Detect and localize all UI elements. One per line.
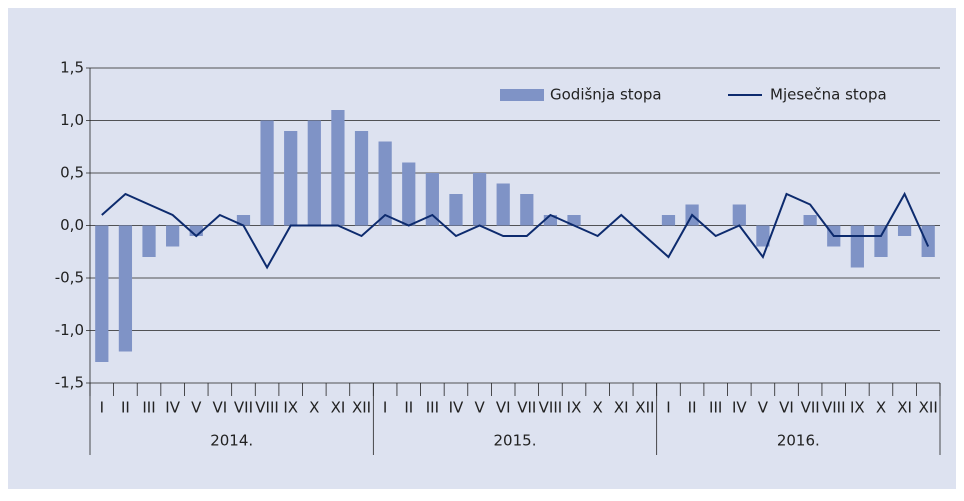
bar xyxy=(142,225,156,257)
x-tick-label: V xyxy=(191,399,202,417)
x-tick-label: IX xyxy=(283,399,298,417)
x-tick-label: X xyxy=(592,399,602,417)
x-tick-label: XII xyxy=(919,399,938,417)
x-tick-label: II xyxy=(121,399,130,417)
x-tick-label: X xyxy=(876,399,886,417)
bar xyxy=(284,131,298,226)
x-tick-label: III xyxy=(142,399,155,417)
x-tick-label: V xyxy=(474,399,485,417)
x-tick-label: I xyxy=(100,399,104,417)
bar xyxy=(897,225,912,236)
bar xyxy=(803,215,817,226)
bar xyxy=(661,215,676,226)
bar xyxy=(732,204,746,226)
legend-swatch xyxy=(500,89,544,101)
x-tick-label: XII xyxy=(635,399,654,417)
x-tick-label: II xyxy=(404,399,413,417)
x-tick-label: IX xyxy=(850,399,865,417)
group-label: 2016. xyxy=(777,432,820,450)
bar xyxy=(850,225,864,268)
x-tick-label: VI xyxy=(779,399,794,417)
y-tick-label: 0,0 xyxy=(60,216,84,234)
x-tick-label: XII xyxy=(352,399,371,417)
bar xyxy=(874,225,888,257)
x-tick-label: IV xyxy=(449,399,464,417)
x-tick-label: IV xyxy=(732,399,747,417)
y-tick-label: 1,0 xyxy=(60,111,84,129)
x-tick-label: I xyxy=(666,399,670,417)
y-tick-label: -1,5 xyxy=(55,374,84,392)
bar xyxy=(118,225,133,352)
x-tick-label: III xyxy=(426,399,439,417)
x-tick-label: VII xyxy=(234,399,253,417)
x-tick-label: IV xyxy=(165,399,180,417)
x-tick-label: VIII xyxy=(255,399,279,417)
x-tick-label: XI xyxy=(614,399,629,417)
x-tick-label: VII xyxy=(517,399,536,417)
x-tick-label: VIII xyxy=(539,399,563,417)
bar xyxy=(543,215,558,226)
x-tick-label: VI xyxy=(213,399,228,417)
bar xyxy=(260,120,274,226)
legend-label: Mjesečna stopa xyxy=(770,86,887,104)
bar xyxy=(189,225,203,236)
bar xyxy=(756,225,770,247)
group-label: 2015. xyxy=(494,432,537,450)
x-tick-label: VIII xyxy=(822,399,846,417)
bar xyxy=(425,173,439,226)
bar xyxy=(567,215,581,226)
bar xyxy=(472,173,487,226)
line xyxy=(101,191,930,270)
legend-label: Godišnja stopa xyxy=(550,86,662,104)
x-tick-label: VII xyxy=(801,399,820,417)
x-tick-label: XI xyxy=(331,399,346,417)
bar xyxy=(378,141,392,226)
y-tick-label: 1,5 xyxy=(60,59,84,77)
x-tick-label: XI xyxy=(897,399,912,417)
bar xyxy=(166,225,180,247)
bar xyxy=(449,194,463,226)
bar xyxy=(402,162,416,226)
y-tick-label: -1,0 xyxy=(55,321,84,339)
bar xyxy=(496,183,510,226)
bar xyxy=(921,225,935,257)
bar xyxy=(236,215,251,226)
y-tick-label: -0,5 xyxy=(55,269,84,287)
bar xyxy=(331,110,345,226)
bar xyxy=(95,225,109,362)
x-tick-label: II xyxy=(688,399,697,417)
x-tick-label: VI xyxy=(496,399,511,417)
chart-background xyxy=(8,8,956,489)
x-tick-label: V xyxy=(758,399,769,417)
bar xyxy=(307,120,321,226)
x-tick-label: I xyxy=(383,399,387,417)
x-tick-label: X xyxy=(309,399,319,417)
group-label: 2014. xyxy=(210,432,253,450)
bar xyxy=(520,194,534,226)
y-tick-label: 0,5 xyxy=(60,164,84,182)
x-tick-label: III xyxy=(709,399,722,417)
bar xyxy=(354,131,369,226)
x-tick-label: IX xyxy=(567,399,582,417)
